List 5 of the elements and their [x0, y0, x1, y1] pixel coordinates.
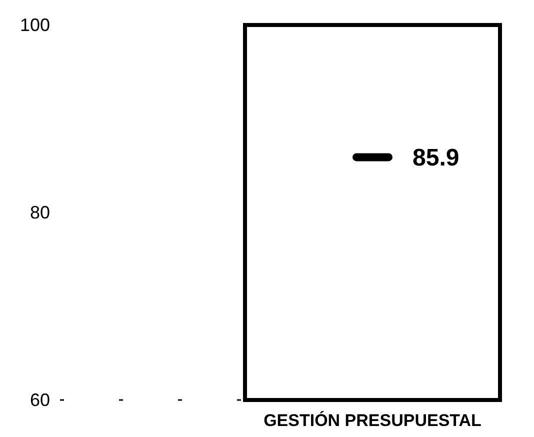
ref-line-label: 85.9 [412, 144, 460, 172]
y-tick-label: 80 [30, 202, 50, 222]
x-tick-label: GESTIÓN PRESUPUESTAL [264, 410, 482, 430]
y-tick-label: 60 [30, 390, 50, 410]
y-tick-label: 100 [20, 14, 50, 35]
